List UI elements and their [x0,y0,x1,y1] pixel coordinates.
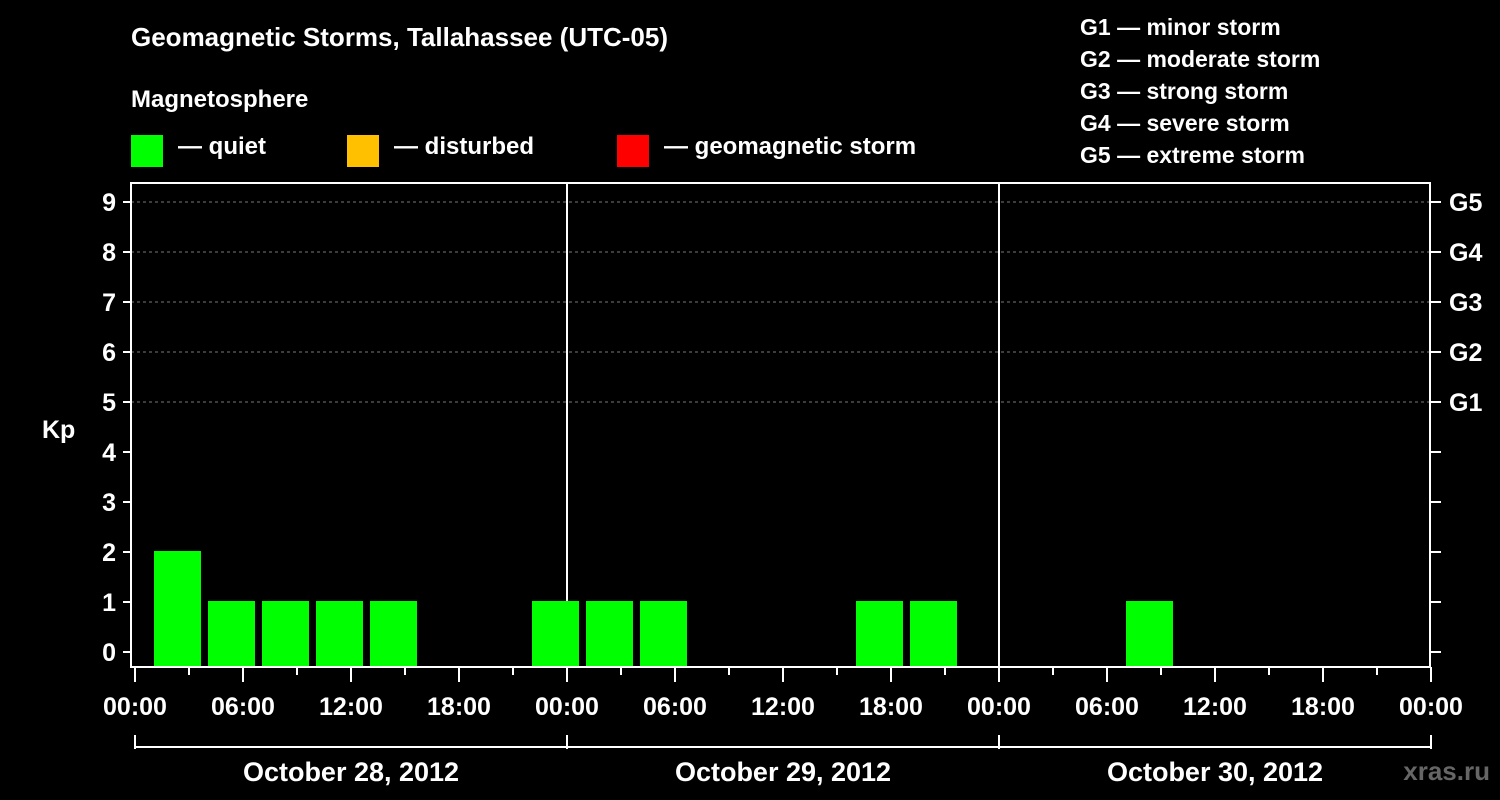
x-tick-label: 12:00 [1183,693,1247,721]
day-label: October 29, 2012 [675,757,891,787]
legend-swatch-disturbed [347,135,379,167]
x-tick-label: 12:00 [751,693,815,721]
legend-swatch-quiet [131,135,163,167]
g-legend-g1: G1 — minor storm [1080,14,1281,40]
legend-label-quiet: — quiet [178,133,266,160]
y-tick-label: 3 [102,489,116,517]
x-tick-label: 00:00 [967,693,1031,721]
g-legend-g2: G2 — moderate storm [1080,46,1321,72]
kp-bar-7 [640,601,687,667]
kp-bar-5 [532,601,579,667]
right-axis-label-g3: G3 [1449,289,1482,317]
watermark: xras.ru [1403,756,1490,786]
y-axis-title: Kp [42,416,75,444]
x-tick-label: 12:00 [319,693,383,721]
x-tick-label: 18:00 [1291,693,1355,721]
y-tick-label: 9 [102,189,116,217]
kp-bar-6 [586,601,633,667]
legend-label-storm: — geomagnetic storm [664,133,917,160]
right-axis-label-g5: G5 [1449,189,1482,217]
x-tick-label: 00:00 [1399,693,1463,721]
chart-title: Geomagnetic Storms, Tallahassee (UTC-05) [131,22,669,52]
y-tick-label: 7 [102,289,116,317]
y-tick-label: 1 [102,589,116,617]
plot-frame [130,182,1431,668]
kp-bar-2 [262,601,309,667]
legend-label-disturbed: — disturbed [394,133,535,160]
kp-bar-10 [1126,601,1173,667]
y-tick-label: 2 [102,539,116,567]
y-tick-label: 8 [102,239,116,267]
y-tick-label: 5 [102,389,116,417]
x-tick-label: 00:00 [535,693,599,721]
kp-bar-1 [208,601,255,667]
kp-bar-0 [154,551,201,667]
kp-bar-8 [856,601,903,667]
legend-swatch-storm [617,135,649,167]
x-tick-label: 00:00 [103,693,167,721]
y-tick-label: 6 [102,339,116,367]
kp-bar-9 [910,601,957,667]
kp-bar-3 [316,601,363,667]
right-axis-label-g1: G1 [1449,389,1482,417]
right-axis-label-g2: G2 [1449,339,1482,367]
y-tick-label: 0 [102,639,116,667]
x-tick-label: 06:00 [211,693,275,721]
g-legend-g4: G4 — severe storm [1080,110,1290,136]
kp-bar-4 [370,601,417,667]
g-legend-g3: G3 — strong storm [1080,78,1289,104]
x-tick-label: 06:00 [1075,693,1139,721]
day-label: October 28, 2012 [243,757,459,787]
x-tick-label: 06:00 [643,693,707,721]
g-legend-g5: G5 — extreme storm [1080,142,1305,168]
x-tick-label: 18:00 [427,693,491,721]
right-axis-label-g4: G4 [1449,239,1482,267]
y-tick-label: 4 [102,439,116,467]
day-label: October 30, 2012 [1107,757,1323,787]
magnetosphere-title: Magnetosphere [131,86,309,113]
x-tick-label: 18:00 [859,693,923,721]
